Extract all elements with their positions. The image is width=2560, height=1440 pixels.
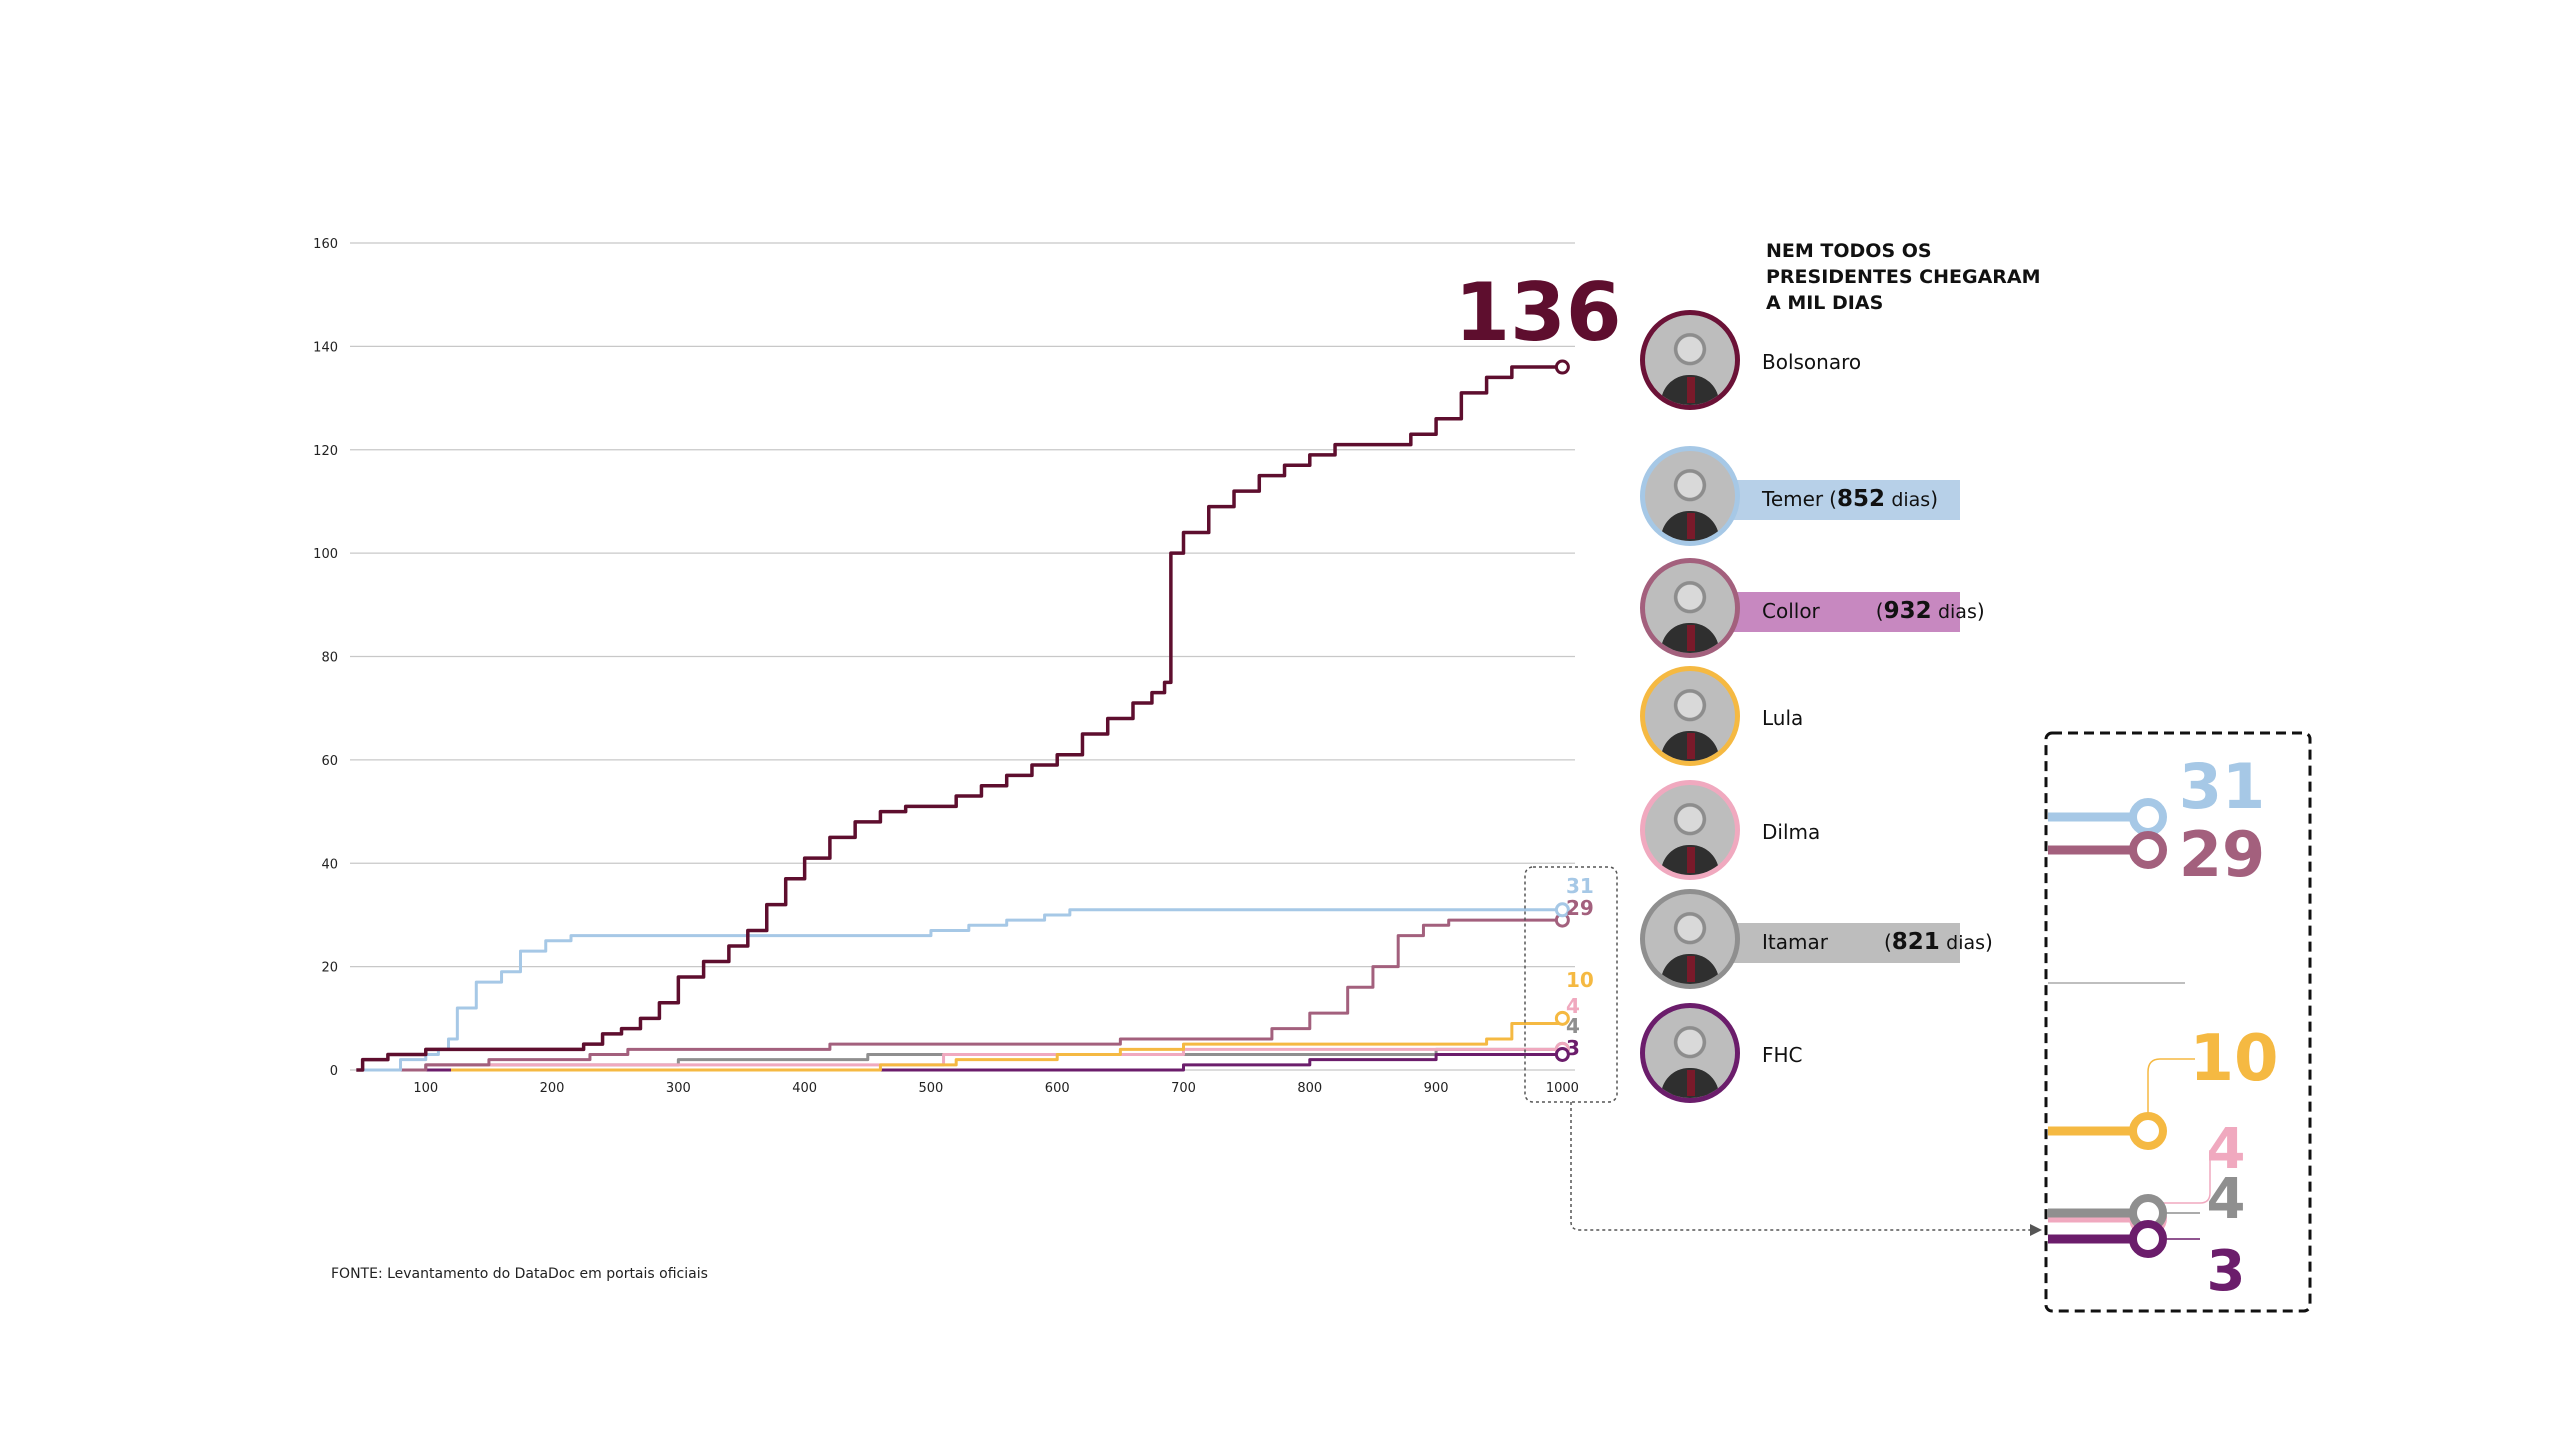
- zoom-marker-lula: [2129, 1112, 2167, 1150]
- x-tick-label: 200: [540, 1081, 565, 1096]
- president-name: Bolsonaro: [1762, 350, 1862, 374]
- president-name: Temer: [1762, 487, 1824, 511]
- y-tick-label: 160: [313, 237, 338, 252]
- legend-label: FHC: [1762, 1043, 1803, 1067]
- end-value-dilma: 4: [1566, 994, 1580, 1018]
- end-value-lula: 10: [1566, 968, 1594, 992]
- y-axis: 0 20 40 60 80 100 120 140 160: [313, 237, 338, 1079]
- legend-item-fhc: FHC: [1640, 1003, 1970, 1113]
- x-tick-label: 800: [1297, 1081, 1322, 1096]
- series-line-collor: [375, 918, 1563, 1072]
- source-note: FONTE: Levantamento do DataDoc em portai…: [331, 1266, 708, 1282]
- series-line-fhc: [413, 1052, 1563, 1072]
- legend-item-dilma: Dilma: [1640, 780, 1970, 890]
- legend-label: Bolsonaro: [1762, 350, 1861, 374]
- legend-label: Dilma: [1762, 820, 1820, 844]
- zoom-value-lula: 10: [2189, 1022, 2278, 1096]
- x-tick-label: 500: [919, 1081, 944, 1096]
- y-tick-label: 0: [330, 1064, 338, 1079]
- president-name: Lula: [1762, 706, 1804, 730]
- end-marker-fhc: [1554, 1046, 1570, 1062]
- portrait-dilma: [1640, 780, 1740, 880]
- president-name: FHC: [1762, 1043, 1803, 1067]
- portrait-temer: [1640, 446, 1740, 546]
- zoom-value-temer: 31: [2179, 750, 2265, 823]
- days-count: (932 dias): [1875, 598, 1985, 624]
- portrait-bolsonaro: [1640, 310, 1740, 410]
- y-tick-label: 40: [321, 857, 338, 872]
- portrait-lula: [1640, 666, 1740, 766]
- zoom-value-collor: 29: [2179, 818, 2265, 891]
- grid: [350, 242, 1575, 1071]
- zoom-value-itamar: 4: [2207, 1167, 2246, 1232]
- series-line-bolsonaro: [356, 365, 1563, 1072]
- end-marker-lula: [1554, 1010, 1570, 1026]
- end-value-itamar: 4: [1566, 1014, 1580, 1038]
- zoom-marker-collor: [2129, 831, 2167, 869]
- days-count: (821 dias): [1883, 929, 1993, 955]
- portrait-fhc: [1640, 1003, 1740, 1103]
- x-tick-label: 300: [666, 1081, 691, 1096]
- zoom-box: [2044, 731, 2312, 1313]
- series-line-dilma: [425, 1047, 1563, 1067]
- zoom-selection-box: [1524, 866, 1618, 1103]
- y-tick-label: 60: [321, 754, 338, 769]
- y-tick-label: 120: [313, 444, 338, 459]
- portrait-itamar: [1640, 889, 1740, 989]
- y-tick-label: 20: [321, 961, 338, 976]
- x-tick-label: 100: [413, 1081, 438, 1096]
- y-tick-label: 80: [321, 651, 338, 666]
- y-tick-label: 100: [313, 547, 338, 562]
- legend-item-itamar: Itamar (821 dias): [1640, 889, 1993, 999]
- president-name: Itamar: [1762, 930, 1828, 954]
- end-marker-temer: [1554, 902, 1570, 918]
- series-line-lula: [451, 1018, 1564, 1072]
- x-tick-label: 400: [792, 1081, 817, 1096]
- legend-item-lula: Lula: [1640, 666, 1970, 776]
- legend-item-collor: Collor (932 dias): [1640, 558, 1985, 668]
- x-tick-label: 900: [1424, 1081, 1449, 1096]
- president-name: Collor: [1762, 599, 1820, 623]
- x-tick-label: 700: [1171, 1081, 1196, 1096]
- zoom-value-fhc: 3: [2207, 1239, 2246, 1304]
- zoom-value-dilma: 4: [2207, 1117, 2246, 1182]
- main-value-label: 136: [1455, 266, 1622, 359]
- zoom-leader-lula: [2147, 1058, 2195, 1116]
- days-count: (852 dias): [1829, 486, 1939, 512]
- zoom-connector: [1570, 1102, 2040, 1231]
- series-line-temer: [362, 908, 1563, 1072]
- portrait-collor: [1640, 558, 1740, 658]
- zoom-leader-dilma: [2148, 1150, 2211, 1204]
- end-marker-bolsonaro: [1554, 359, 1570, 375]
- legend-title: NEM TODOS OS PRESIDENTES CHEGARAM A MIL …: [1766, 240, 2041, 314]
- legend-label: Lula: [1762, 706, 1803, 730]
- x-tick-label: 1000: [1546, 1081, 1579, 1096]
- y-tick-label: 140: [313, 340, 338, 355]
- legend-item-temer: Temer (852 dias): [1640, 446, 1970, 556]
- zoom-marker-temer: [2129, 798, 2167, 836]
- legend-label: Itamar (821 dias): [1762, 929, 1993, 955]
- zoom-marker-fhc: [2129, 1220, 2167, 1258]
- end-value-fhc: 3: [1566, 1036, 1580, 1060]
- end-value-collor: 29: [1566, 896, 1594, 920]
- legend-label: Temer (852 dias): [1762, 486, 1938, 512]
- legend-label: Collor (932 dias): [1762, 598, 1985, 624]
- zoom-connector-arrow: [2030, 1224, 2042, 1236]
- x-tick-label: 600: [1045, 1081, 1070, 1096]
- president-name: Dilma: [1762, 820, 1821, 844]
- end-value-temer: 31: [1566, 874, 1594, 898]
- series-lines: [356, 359, 1570, 1072]
- x-axis: 100 200 300 400 500 600 700 800 900 1000: [413, 1081, 1579, 1096]
- legend-item-bolsonaro: Bolsonaro: [1640, 310, 1970, 420]
